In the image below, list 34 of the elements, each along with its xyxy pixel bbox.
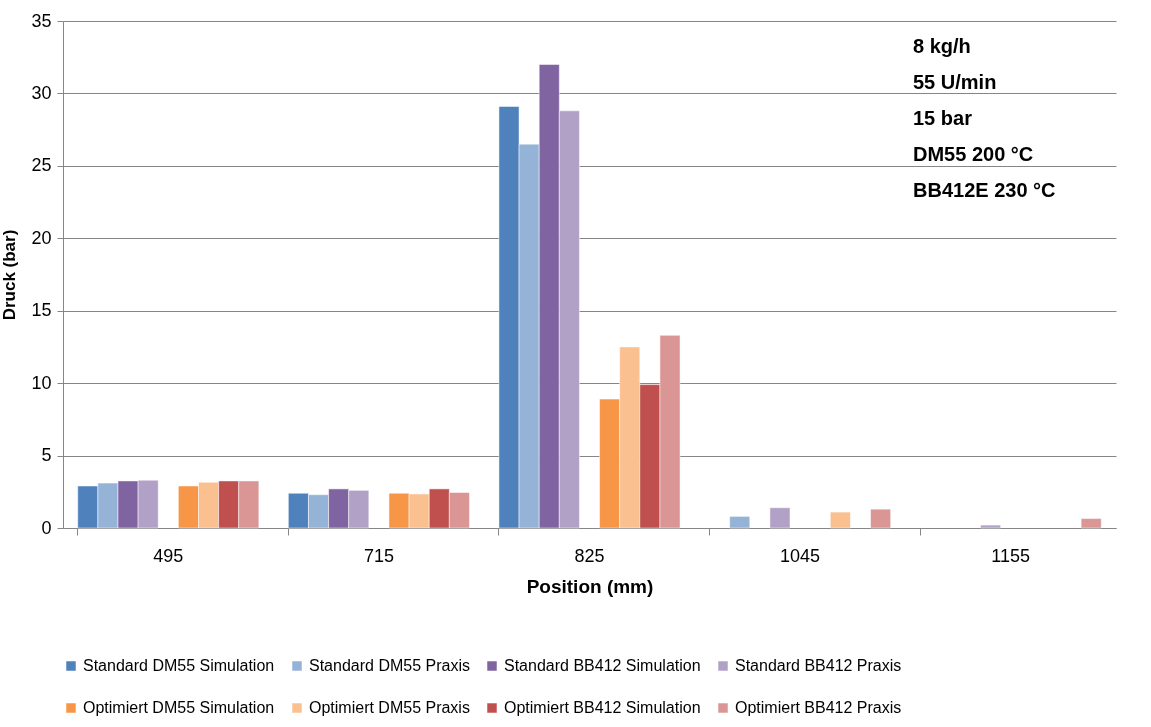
y-tick-label: 30 [31, 82, 52, 103]
x-tick-label: 1155 [991, 545, 1031, 566]
legend-label: Optimiert BB412 Praxis [735, 699, 902, 716]
y-tick-label: 5 [41, 445, 52, 466]
x-tick-label: 495 [153, 545, 184, 566]
bar [980, 524, 1001, 529]
x-tick-label: 825 [574, 545, 605, 566]
legend-label: Standard BB412 Praxis [735, 657, 902, 674]
bar [769, 507, 791, 529]
y-tick-label: 10 [31, 372, 52, 393]
y-tick-label: 35 [31, 10, 52, 31]
bar [1080, 518, 1102, 529]
legend-label: Optimiert DM55 Simulation [83, 699, 275, 716]
annotation: BB412E 230 °C [913, 179, 1056, 201]
bar [870, 508, 891, 529]
legend-label: Standard BB412 Simulation [504, 657, 701, 674]
annotation: 15 bar [913, 107, 973, 129]
bar [830, 511, 851, 529]
y-tick-label: 20 [31, 227, 52, 248]
legend-label: Optimiert DM55 Praxis [309, 699, 470, 716]
annotation: 55 U/min [913, 71, 997, 93]
y-tick-label: 0 [41, 517, 52, 538]
x-axis-title: Position (mm) [526, 575, 654, 597]
x-tick-label: 1045 [780, 545, 821, 566]
annotation: DM55 200 °C [913, 143, 1034, 165]
annotation: 8 kg/h [913, 35, 971, 57]
y-tick-label: 25 [31, 155, 52, 176]
legend-label: Standard DM55 Praxis [309, 657, 470, 674]
x-tick-label: 715 [363, 545, 394, 566]
legend-label: Optimiert BB412 Simulation [504, 699, 701, 716]
legend-label: Standard DM55 Simulation [83, 657, 275, 674]
y-tick-label: 15 [31, 300, 52, 321]
y-axis-title: Druck (bar) [0, 229, 20, 321]
bar [729, 516, 751, 529]
